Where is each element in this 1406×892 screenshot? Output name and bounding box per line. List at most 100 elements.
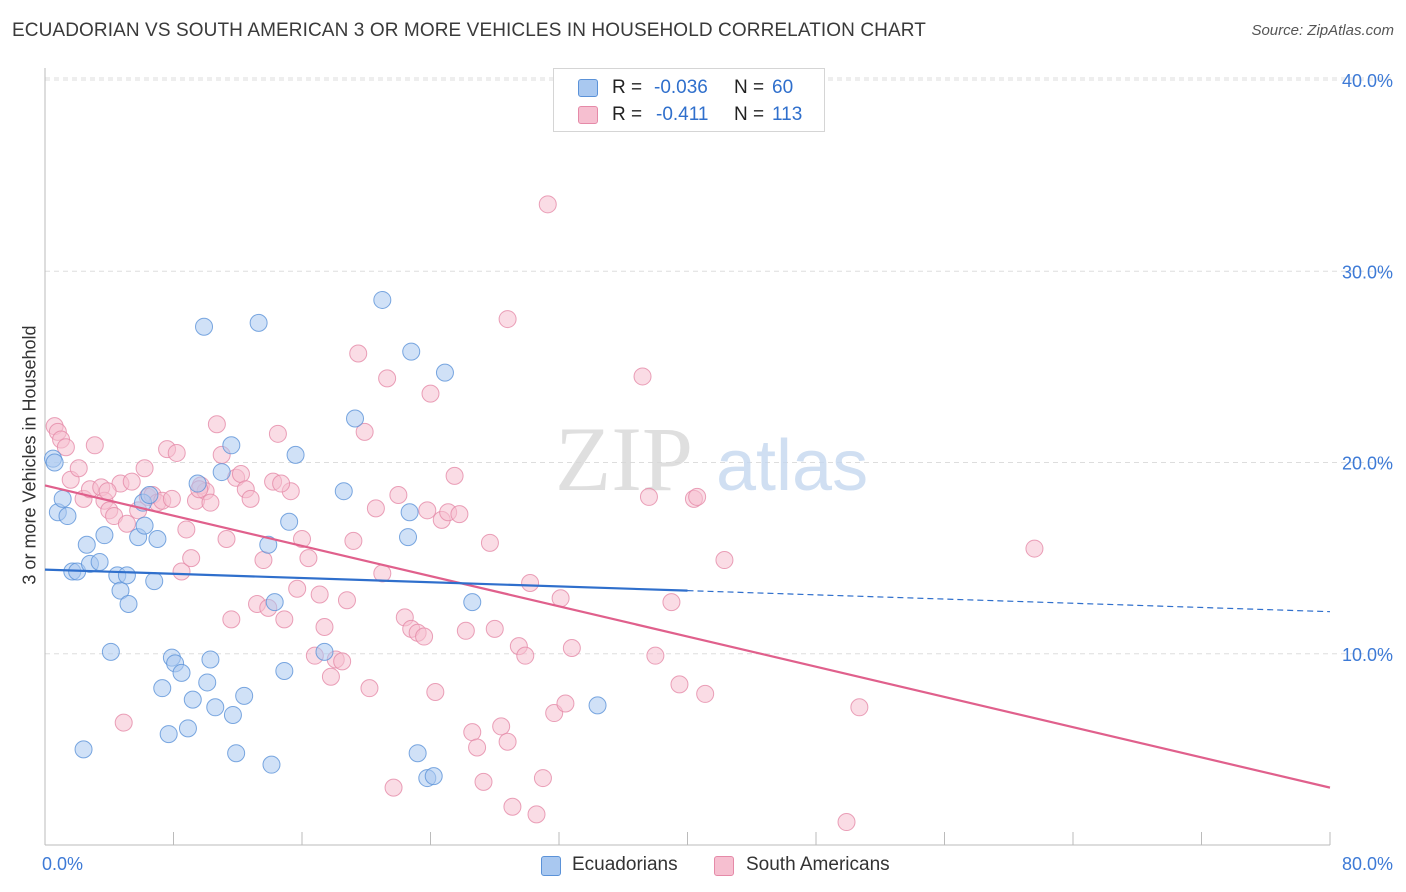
point-ecuadorians	[206, 698, 225, 717]
point-ecuadorians	[74, 740, 93, 759]
point-south-americans	[378, 369, 397, 388]
point-south-americans	[355, 422, 374, 441]
legend-row-ecuadorians: R = -0.036 N = 60	[554, 75, 824, 101]
y-tick-label: 30.0%	[1342, 262, 1393, 282]
point-south-americans	[389, 486, 408, 505]
point-south-americans	[474, 772, 493, 791]
legend-n-value: 113	[772, 104, 803, 125]
point-south-americans	[272, 474, 291, 493]
point-ecuadorians	[119, 595, 138, 614]
point-south-americans	[167, 443, 186, 462]
tick-labels: 10.0% 20.0% 30.0% 40.0% 0.0% 80.0%	[42, 71, 1393, 874]
x-tick-label: 0.0%	[42, 854, 83, 874]
point-south-americans	[172, 562, 191, 581]
point-south-americans	[696, 684, 715, 703]
point-south-americans	[98, 482, 117, 501]
point-south-americans	[516, 646, 535, 665]
legend-swatch-ecuadorians	[541, 856, 561, 876]
point-south-americans	[850, 698, 869, 717]
point-ecuadorians	[183, 690, 202, 709]
point-ecuadorians	[172, 663, 191, 682]
point-south-americans	[122, 472, 141, 491]
point-ecuadorians	[135, 516, 154, 535]
point-south-americans	[450, 505, 469, 524]
point-south-americans	[360, 679, 379, 698]
point-south-americans	[333, 652, 352, 671]
point-ecuadorians	[280, 512, 299, 531]
point-south-americans	[463, 723, 482, 742]
legend-label-south-americans: South Americans	[746, 854, 890, 875]
point-ecuadorians	[145, 572, 164, 591]
source-label: Source: ZipAtlas.com	[1251, 22, 1394, 39]
trend-line-ecuadorians	[44, 568, 688, 592]
point-south-americans	[538, 195, 557, 214]
legend-swatch-south-americans	[714, 856, 734, 876]
point-ecuadorians	[259, 535, 278, 554]
point-south-americans	[418, 501, 437, 520]
point-south-americans	[241, 489, 260, 508]
point-south-americans	[670, 675, 689, 694]
chart-title: ECUADORIAN VS SOUTH AMERICAN 3 OR MORE V…	[12, 20, 926, 41]
point-south-americans	[421, 384, 440, 403]
point-ecuadorians	[198, 673, 217, 692]
legend-n-label: N =	[734, 104, 765, 125]
point-ecuadorians	[265, 593, 284, 612]
point-ecuadorians	[249, 313, 268, 332]
point-south-americans	[349, 344, 368, 363]
point-south-americans	[231, 464, 250, 483]
point-ecuadorians	[90, 552, 109, 571]
point-south-americans	[639, 487, 658, 506]
point-south-americans	[177, 520, 196, 539]
point-south-americans	[415, 627, 434, 646]
point-ecuadorians	[435, 363, 454, 382]
legend-n-label: N =	[734, 77, 765, 98]
point-south-americans	[1025, 539, 1044, 558]
correlation-legend: R = -0.036 N = 60 R = -0.411 N = 113	[553, 68, 825, 132]
point-ecuadorians	[53, 489, 72, 508]
watermark-zip: ZIP	[555, 408, 693, 510]
point-ecuadorians	[101, 642, 120, 661]
point-south-americans	[646, 646, 665, 665]
point-south-americans	[527, 805, 546, 824]
trend-line-ecuadorians-extension	[687, 590, 1331, 613]
point-south-americans	[480, 533, 499, 552]
point-ecuadorians	[148, 530, 167, 548]
point-south-americans	[114, 713, 133, 732]
legend-r-value: -0.036	[654, 77, 708, 98]
point-south-americans	[201, 493, 220, 512]
point-ecuadorians	[286, 445, 305, 464]
point-south-americans	[162, 489, 181, 508]
point-south-americans	[254, 551, 273, 570]
legend-r-label: R =	[612, 104, 643, 125]
point-ecuadorians	[58, 507, 77, 526]
point-ecuadorians	[188, 474, 207, 493]
point-ecuadorians	[223, 705, 242, 724]
point-ecuadorians	[588, 696, 607, 715]
legend-swatch-south-americans	[578, 106, 598, 124]
series-legend: Ecuadorians South Americans	[0, 851, 1406, 879]
point-ecuadorians	[408, 744, 427, 763]
point-south-americans	[485, 619, 504, 638]
point-south-americans	[498, 732, 517, 751]
series-ecuadorians-points	[44, 290, 607, 788]
point-ecuadorians	[45, 453, 64, 472]
legend-r-label: R =	[612, 77, 643, 98]
point-south-americans	[688, 487, 707, 506]
point-ecuadorians	[153, 679, 172, 698]
point-south-americans	[533, 769, 552, 788]
point-south-americans	[207, 415, 226, 434]
point-ecuadorians	[201, 650, 220, 669]
point-ecuadorians	[334, 482, 353, 501]
point-ecuadorians	[399, 528, 418, 547]
point-south-americans	[135, 459, 154, 478]
point-south-americans	[288, 579, 307, 598]
point-south-americans	[503, 797, 522, 816]
point-south-americans	[556, 694, 575, 713]
point-south-americans	[468, 738, 487, 757]
y-tick-label: 40.0%	[1342, 71, 1393, 91]
point-south-americans	[344, 531, 363, 550]
point-south-americans	[662, 593, 681, 612]
point-ecuadorians	[402, 342, 421, 361]
y-tick-label: 10.0%	[1342, 645, 1393, 665]
legend-r-value: -0.411	[656, 104, 709, 125]
